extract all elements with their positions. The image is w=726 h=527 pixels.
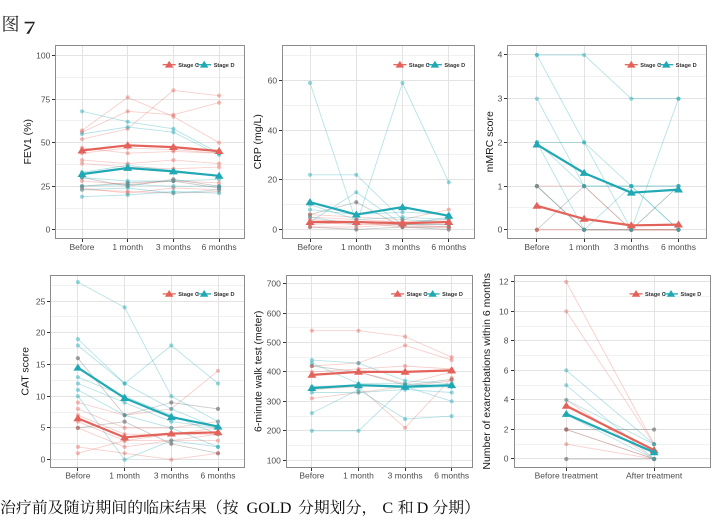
svg-text:Stage C: Stage C <box>178 292 199 298</box>
svg-text:mMRC score: mMRC score <box>484 111 496 172</box>
svg-text:200: 200 <box>267 426 281 436</box>
svg-text:3: 3 <box>498 94 503 104</box>
svg-text:Stage C: Stage C <box>407 292 428 298</box>
svg-text:15: 15 <box>36 360 46 370</box>
svg-text:Before: Before <box>297 242 322 252</box>
svg-text:Stage D: Stage D <box>681 292 702 298</box>
svg-text:1 month: 1 month <box>341 242 372 252</box>
svg-text:0: 0 <box>504 454 509 464</box>
svg-text:3 months: 3 months <box>156 242 191 252</box>
svg-text:Before: Before <box>69 242 94 252</box>
svg-text:6 months: 6 months <box>661 242 696 252</box>
svg-text:6-minute walk test (meter): 6-minute walk test (meter) <box>253 311 265 432</box>
svg-text:Stage C: Stage C <box>640 63 661 69</box>
svg-text:75: 75 <box>41 95 51 105</box>
svg-text:2: 2 <box>498 138 503 148</box>
svg-text:1 month: 1 month <box>109 470 140 480</box>
svg-text:CAT score: CAT score <box>20 347 32 396</box>
svg-text:20: 20 <box>268 175 278 185</box>
svg-text:2: 2 <box>504 425 509 435</box>
svg-text:60: 60 <box>268 76 278 86</box>
svg-text:40: 40 <box>268 126 278 136</box>
svg-text:10: 10 <box>36 392 46 402</box>
svg-text:0: 0 <box>41 455 46 465</box>
svg-text:CRP (mg/L): CRP (mg/L) <box>252 114 264 169</box>
svg-text:5: 5 <box>41 423 46 433</box>
svg-text:10: 10 <box>499 307 509 317</box>
svg-text:Stage D: Stage D <box>214 63 235 69</box>
svg-text:1: 1 <box>498 182 503 192</box>
svg-text:6 months: 6 months <box>431 242 466 252</box>
svg-text:3 months: 3 months <box>614 242 649 252</box>
svg-text:Before: Before <box>65 470 90 480</box>
svg-text:700: 700 <box>267 279 281 289</box>
svg-text:100: 100 <box>267 456 281 466</box>
svg-text:12: 12 <box>499 277 509 287</box>
svg-text:Stage C: Stage C <box>409 63 430 69</box>
svg-text:Stage C: Stage C <box>178 63 199 69</box>
svg-text:3 months: 3 months <box>154 470 189 480</box>
svg-text:300: 300 <box>267 397 281 407</box>
svg-text:1 month: 1 month <box>112 242 143 252</box>
svg-text:600: 600 <box>267 309 281 319</box>
svg-text:0: 0 <box>272 225 277 235</box>
svg-text:D: D <box>417 499 429 517</box>
svg-text:FEV1 (%): FEV1 (%) <box>22 119 34 165</box>
svg-text:Stage C: Stage C <box>645 292 666 298</box>
svg-text:400: 400 <box>267 367 281 377</box>
svg-text:Before treatment: Before treatment <box>535 470 599 480</box>
svg-text:Stage D: Stage D <box>676 63 697 69</box>
svg-text:1 month: 1 month <box>569 242 600 252</box>
svg-text:6 months: 6 months <box>434 470 469 480</box>
svg-text:Before: Before <box>524 242 549 252</box>
svg-text:6 months: 6 months <box>202 242 237 252</box>
svg-text:Before: Before <box>299 470 324 480</box>
svg-text:Stage D: Stage D <box>214 292 235 298</box>
svg-text:Stage D: Stage D <box>442 292 463 298</box>
svg-text:0: 0 <box>498 225 503 235</box>
svg-text:4: 4 <box>504 395 509 405</box>
svg-text:1 month: 1 month <box>343 470 374 480</box>
svg-text:3 months: 3 months <box>388 470 423 480</box>
svg-text:4: 4 <box>498 50 503 60</box>
svg-text:50: 50 <box>41 138 51 148</box>
svg-text:Number of exarcerbations withi: Number of exarcerbations within 6 months <box>481 273 493 470</box>
svg-text:100: 100 <box>36 51 50 61</box>
svg-text:8: 8 <box>504 336 509 346</box>
svg-text:C: C <box>382 499 393 517</box>
svg-text:6 months: 6 months <box>201 470 236 480</box>
svg-text:500: 500 <box>267 338 281 348</box>
svg-text:25: 25 <box>41 182 51 192</box>
svg-text:Stage D: Stage D <box>444 63 465 69</box>
svg-text:0: 0 <box>46 225 51 235</box>
svg-text:3 months: 3 months <box>385 242 420 252</box>
svg-text:25: 25 <box>36 297 46 307</box>
svg-text:20: 20 <box>36 328 46 338</box>
svg-text:After treatment: After treatment <box>626 470 683 480</box>
svg-text:6: 6 <box>504 366 509 376</box>
svg-text:GOLD: GOLD <box>247 499 292 517</box>
